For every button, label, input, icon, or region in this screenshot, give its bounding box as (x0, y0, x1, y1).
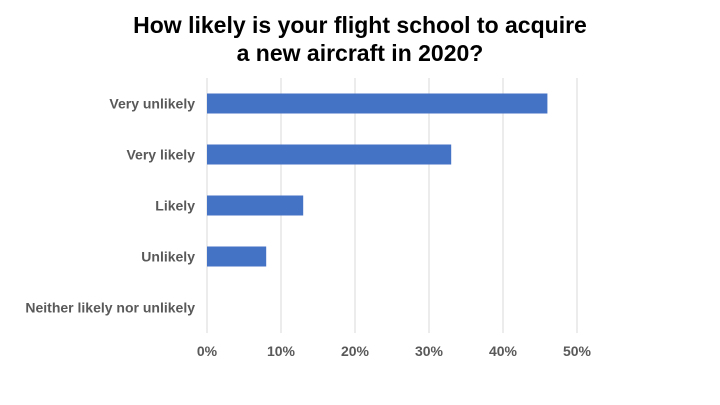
category-labels: Very unlikely Very likely Likely Unlikely Ne… (25, 96, 195, 316)
bar (207, 246, 267, 267)
x-tick-label: 40% (489, 343, 518, 359)
category-label: Very likely (126, 147, 195, 163)
chart-title-line-2: a new aircraft in 2020? (236, 40, 484, 66)
chart-title-line-1: How likely is your flight school to acqu… (133, 12, 587, 38)
bars (207, 93, 548, 267)
x-tick-label: 20% (341, 343, 370, 359)
bar (207, 144, 452, 165)
x-tick-label: 50% (563, 343, 592, 359)
chart-title: How likely is your flight school to acqu… (0, 11, 720, 67)
bar (207, 93, 548, 114)
category-label: Neither likely nor unlikely (25, 300, 195, 316)
category-label: Unlikely (141, 249, 195, 265)
bar (207, 195, 304, 216)
category-label: Very unlikely (109, 96, 195, 112)
x-tick-label: 0% (197, 343, 218, 359)
x-tick-label: 10% (267, 343, 296, 359)
x-tick-labels: 0% 10% 20% 30% 40% 50% (197, 343, 592, 359)
category-label: Likely (155, 198, 195, 214)
x-tick-label: 30% (415, 343, 444, 359)
